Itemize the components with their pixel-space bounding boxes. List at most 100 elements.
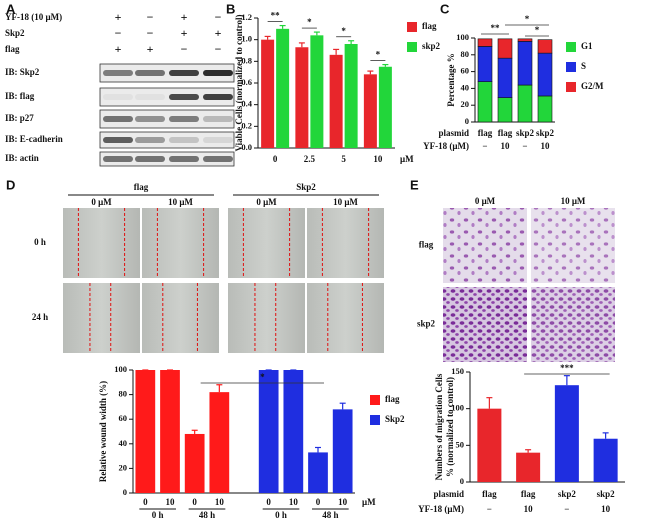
condition-mark: − bbox=[147, 26, 154, 40]
microscopy-image bbox=[307, 283, 384, 353]
microscopy-image bbox=[63, 283, 140, 353]
y-tick-label: 100 bbox=[451, 403, 464, 413]
bar bbox=[295, 47, 309, 148]
treatment-label: − bbox=[487, 504, 492, 514]
y-tick-label: 100 bbox=[114, 364, 127, 374]
significance-label: ** bbox=[491, 23, 501, 33]
treatment-label: 10 bbox=[501, 141, 511, 151]
legend-swatch bbox=[370, 415, 380, 425]
y-tick-label: 0 bbox=[460, 476, 464, 486]
bar-segment bbox=[477, 46, 493, 82]
dose-label: 10 μM bbox=[333, 197, 358, 207]
significance-label: * bbox=[535, 25, 540, 35]
blot-band bbox=[103, 137, 133, 143]
blot-band bbox=[103, 156, 133, 162]
bar-segment bbox=[477, 81, 493, 123]
dose-label: 10 μM bbox=[168, 197, 193, 207]
condition-mark: − bbox=[215, 10, 222, 24]
microscopy-image bbox=[443, 208, 527, 283]
time-label: 0 h bbox=[152, 510, 164, 520]
treatment-label: − bbox=[482, 141, 487, 151]
blot-band bbox=[169, 116, 199, 122]
blot-box bbox=[99, 87, 235, 107]
blot-label: IB: E-cadherin bbox=[5, 134, 63, 144]
microscopy-image bbox=[63, 208, 140, 278]
bar-segment bbox=[537, 39, 553, 54]
blot-label: IB: flag bbox=[5, 91, 35, 101]
row-label: plasmid bbox=[438, 128, 469, 138]
x-tick-label: 0 bbox=[273, 154, 278, 164]
x-tick-label: 0 bbox=[192, 497, 197, 507]
significance-label: * bbox=[341, 26, 346, 36]
x-tick-label: 2.5 bbox=[304, 154, 316, 164]
blot-label: IB: actin bbox=[5, 153, 39, 163]
treatment-label: − bbox=[522, 141, 527, 151]
panel-label: A bbox=[6, 1, 16, 16]
time-label: 24 h bbox=[32, 312, 48, 322]
bar bbox=[261, 39, 275, 148]
group-label: flag bbox=[134, 182, 149, 192]
time-label: 0 h bbox=[275, 510, 287, 520]
x-tick-label: 0 bbox=[316, 497, 321, 507]
blot-band bbox=[203, 156, 233, 162]
bar bbox=[363, 74, 377, 148]
condition-mark: + bbox=[115, 10, 122, 24]
x-tick-label: 10 bbox=[166, 497, 176, 507]
bar-segment bbox=[517, 41, 533, 86]
legend-label: skp2 bbox=[422, 41, 441, 51]
blot-box bbox=[99, 63, 235, 83]
blot-box bbox=[99, 131, 235, 149]
bar bbox=[310, 35, 324, 149]
x-tick-label: flag bbox=[482, 489, 497, 499]
y-tick-label: 0.0 bbox=[241, 142, 252, 152]
y-tick-label: 60 bbox=[119, 413, 128, 423]
x-tick-label: flag bbox=[521, 489, 536, 499]
blot-box bbox=[99, 151, 235, 167]
y-tick-label: 0.8 bbox=[241, 55, 252, 65]
y-axis-label: Percentage % bbox=[446, 53, 456, 107]
bar bbox=[258, 370, 279, 493]
bar-segment bbox=[477, 38, 493, 47]
y-tick-label: 150 bbox=[451, 366, 464, 376]
x-unit: μM bbox=[400, 154, 414, 164]
x-unit: μM bbox=[362, 497, 376, 507]
blot-band bbox=[135, 156, 165, 162]
legend-swatch bbox=[566, 62, 576, 72]
row-label: flag bbox=[419, 240, 434, 250]
blot-band bbox=[203, 116, 233, 122]
bar-segment bbox=[497, 97, 513, 123]
blot-label: IB: p27 bbox=[5, 113, 34, 123]
blot-label: IB: Skp2 bbox=[5, 67, 40, 77]
y-axis-label: % (normalized to control) bbox=[445, 377, 455, 477]
bar bbox=[135, 370, 156, 493]
condition-mark: − bbox=[181, 42, 188, 56]
bar-segment bbox=[497, 38, 513, 59]
blot-band bbox=[135, 70, 165, 76]
blot-band bbox=[135, 116, 165, 122]
condition-mark: − bbox=[215, 42, 222, 56]
treatment-label: 10 bbox=[541, 141, 551, 151]
condition-mark: + bbox=[181, 26, 188, 40]
legend-label: G2/M bbox=[581, 81, 604, 91]
y-tick-label: 80 bbox=[119, 389, 128, 399]
panel-label: C bbox=[440, 1, 450, 16]
legend-swatch bbox=[370, 395, 380, 405]
bar bbox=[329, 54, 343, 149]
condition-label: flag bbox=[5, 44, 20, 54]
blot-box bbox=[99, 109, 235, 129]
panel-label: E bbox=[410, 177, 419, 192]
condition-mark: + bbox=[115, 42, 122, 56]
condition-label: Skp2 bbox=[5, 28, 25, 38]
x-tick-label: skp2 bbox=[558, 489, 577, 499]
bar bbox=[516, 452, 541, 482]
y-tick-label: 20 bbox=[119, 462, 128, 472]
blot-band bbox=[169, 156, 199, 162]
blot-band bbox=[169, 137, 199, 143]
bar bbox=[378, 66, 392, 148]
x-tick-label: skp2 bbox=[597, 489, 616, 499]
time-label: 48 h bbox=[199, 510, 215, 520]
bar bbox=[209, 392, 230, 493]
blot-band bbox=[103, 70, 133, 76]
y-tick-label: 0 bbox=[123, 487, 127, 497]
x-tick-label: flag bbox=[498, 128, 513, 138]
